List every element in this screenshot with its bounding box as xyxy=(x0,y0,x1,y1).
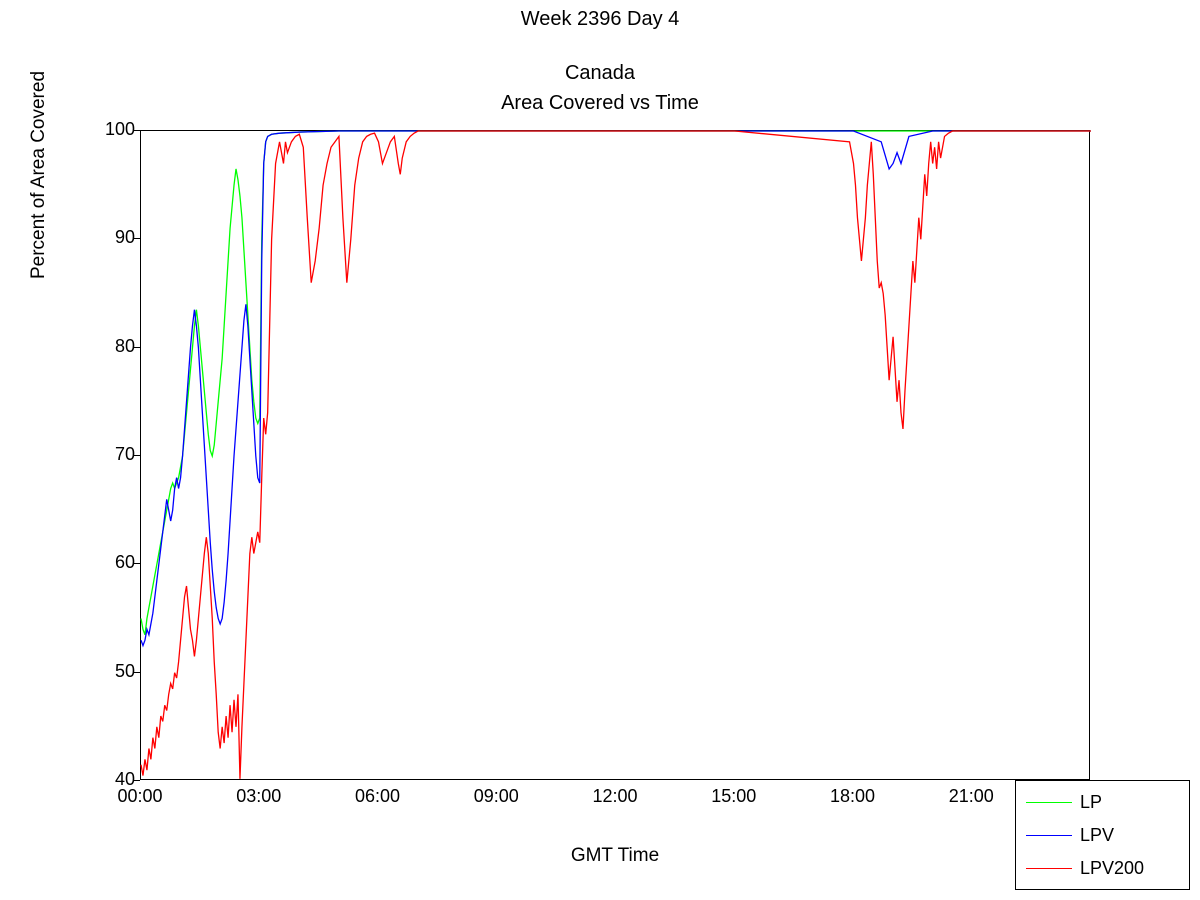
y-tick-mark-60 xyxy=(133,563,140,564)
y-tick-label-70: 70 xyxy=(75,444,135,465)
legend-box[interactable]: LP LPV LPV200 xyxy=(1015,780,1190,890)
week-title-text: Week 2396 Day 4 xyxy=(0,8,1200,31)
y-tick-label-90: 90 xyxy=(75,227,135,248)
y-tick-mark-100 xyxy=(133,130,140,131)
y-tick-mark-80 xyxy=(133,347,140,348)
y-tick-label-50: 50 xyxy=(75,661,135,682)
legend-row-LPV: LPV xyxy=(1026,822,1186,848)
x-tick-label-09:00: 09:00 xyxy=(466,786,526,807)
series-svg-container xyxy=(141,131,1091,781)
y-axis-label: Percent of Area Covered xyxy=(28,50,50,300)
legend-label-LPV200: LPV200 xyxy=(1080,858,1144,879)
x-tick-label-00:00: 00:00 xyxy=(110,786,170,807)
line-series-LPV200 xyxy=(141,131,1091,779)
x-tick-label-03:00: 03:00 xyxy=(229,786,289,807)
line-series-LPV xyxy=(141,131,1091,646)
legend-row-LP: LP xyxy=(1026,789,1186,815)
main-title-text: Canada xyxy=(0,62,1200,85)
y-tick-label-100: 100 xyxy=(75,119,135,140)
x-tick-label-12:00: 12:00 xyxy=(585,786,645,807)
legend-swatch-LPV xyxy=(1026,835,1072,836)
legend-label-LP: LP xyxy=(1080,792,1102,813)
sub-title-text: Area Covered vs Time xyxy=(0,92,1200,115)
legend-swatch-LPV200 xyxy=(1026,868,1072,869)
y-tick-label-80: 80 xyxy=(75,336,135,357)
series-lines-group xyxy=(141,131,1091,779)
x-tick-label-21:00: 21:00 xyxy=(941,786,1001,807)
y-tick-mark-40 xyxy=(133,780,140,781)
x-axis-label: GMT Time xyxy=(140,845,1090,867)
y-tick-mark-70 xyxy=(133,455,140,456)
legend-label-LPV: LPV xyxy=(1080,825,1114,846)
x-tick-label-06:00: 06:00 xyxy=(348,786,408,807)
y-tick-mark-50 xyxy=(133,672,140,673)
chart-root: Week 2396 Day 4 Canada Area Covered vs T… xyxy=(0,0,1200,900)
y-tick-label-60: 60 xyxy=(75,552,135,573)
legend-row-LPV200: LPV200 xyxy=(1026,855,1186,881)
legend-swatch-LP xyxy=(1026,802,1072,803)
y-tick-mark-90 xyxy=(133,238,140,239)
x-tick-label-18:00: 18:00 xyxy=(823,786,883,807)
x-tick-label-15:00: 15:00 xyxy=(704,786,764,807)
plot-area xyxy=(140,130,1090,780)
line-series-LP xyxy=(141,131,1091,635)
